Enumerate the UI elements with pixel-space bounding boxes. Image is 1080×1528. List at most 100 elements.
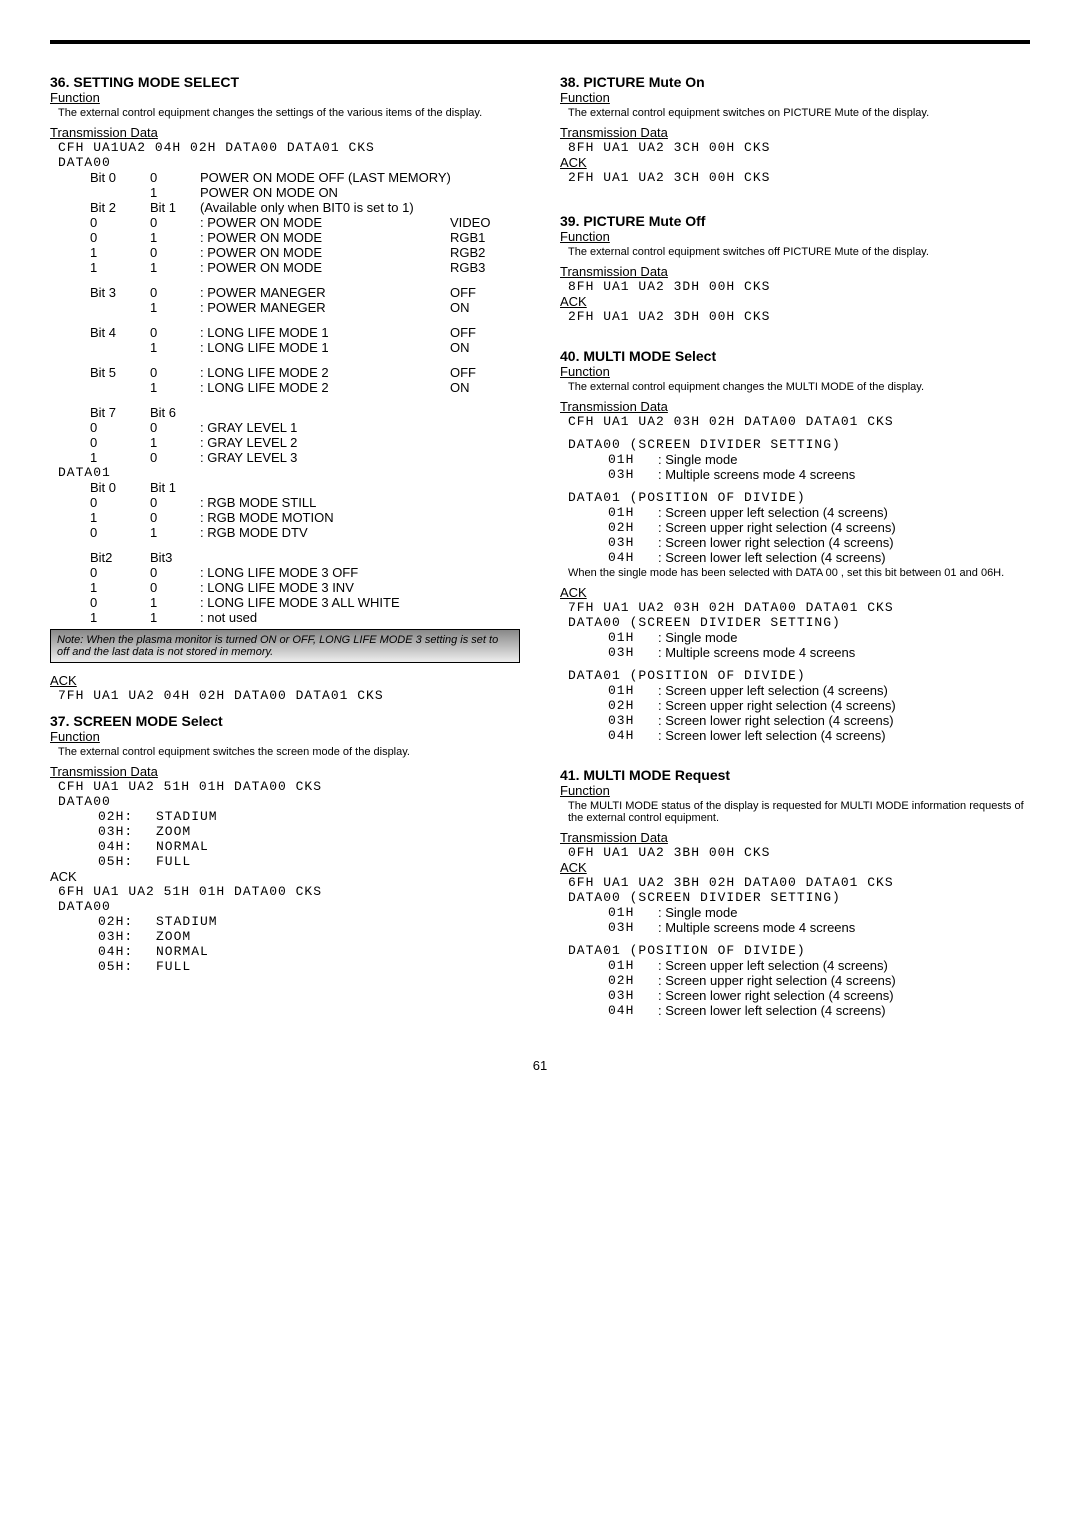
s40-desc: The external control equipment changes t… (568, 381, 1030, 393)
s37-desc: The external control equipment switches … (58, 746, 520, 758)
s41-txdata: Transmission Data (560, 830, 1030, 845)
table-row: 01: POWER ON MODERGB1 (90, 230, 520, 245)
list-item: 01H: Single mode (600, 630, 1030, 645)
list-item: 03H: Screen lower right selection (4 scr… (600, 713, 1030, 728)
list-item: 04H: Screen lower left selection (4 scre… (600, 728, 1030, 743)
table-row: Bit 40: LONG LIFE MODE 1OFF (90, 325, 520, 340)
s39-tx: 8FH UA1 UA2 3DH 00H CKS (568, 279, 1030, 294)
table-row: 01: RGB MODE DTV (90, 525, 520, 540)
table-row: Bit 30: POWER MANEGEROFF (90, 285, 520, 300)
s40-ack: ACK (560, 585, 1030, 600)
s38-func: Function (560, 90, 1030, 105)
s39-desc: The external control equipment switches … (568, 246, 1030, 258)
table-row: Bit 00POWER ON MODE OFF (LAST MEMORY) (90, 170, 520, 185)
s41-title: 41. MULTI MODE Request (560, 767, 1030, 783)
table-row: 10: RGB MODE MOTION (90, 510, 520, 525)
s38-txdata: Transmission Data (560, 125, 1030, 140)
s36-title: 36. SETTING MODE SELECT (50, 74, 520, 90)
table-row: 01: LONG LIFE MODE 3 ALL WHITE (90, 595, 520, 610)
s39-txdata: Transmission Data (560, 264, 1030, 279)
s38-ackline: 2FH UA1 UA2 3CH 00H CKS (568, 170, 1030, 185)
list-item: 03H: Screen lower right selection (4 scr… (600, 535, 1030, 550)
s38-title: 38. PICTURE Mute On (560, 74, 1030, 90)
table-row: 10: GRAY LEVEL 3 (90, 450, 520, 465)
s36-txdata: Transmission Data (50, 125, 520, 140)
s37-ackline: 6FH UA1 UA2 51H 01H DATA00 CKS (58, 884, 520, 899)
list-item: 05H:FULL (90, 854, 520, 869)
table-row: 11: POWER ON MODERGB3 (90, 260, 520, 275)
s40-txdata: Transmission Data (560, 399, 1030, 414)
list-item: 03H: Multiple screens mode 4 screens (600, 645, 1030, 660)
table-row: 1POWER ON MODE ON (90, 185, 520, 200)
s39-func: Function (560, 229, 1030, 244)
table-row: Bit 0Bit 1 (90, 480, 520, 495)
s36-ack: ACK (50, 673, 520, 688)
s37-tx: CFH UA1 UA2 51H 01H DATA00 CKS (58, 779, 520, 794)
s40-ad00h: DATA00 (SCREEN DIVIDER SETTING) (568, 615, 1030, 630)
s37-func: Function (50, 729, 520, 744)
table-row: 00: RGB MODE STILL (90, 495, 520, 510)
s40-func: Function (560, 364, 1030, 379)
table-row: Bit 50: LONG LIFE MODE 2OFF (90, 365, 520, 380)
table-row: Bit2Bit3 (90, 550, 520, 565)
table-row: 1: LONG LIFE MODE 2ON (90, 380, 520, 395)
list-item: 03H: Screen lower right selection (4 scr… (600, 988, 1030, 1003)
top-rule (50, 40, 1030, 44)
table-row: 00: LONG LIFE MODE 3 OFF (90, 565, 520, 580)
list-item: 01H: Single mode (600, 905, 1030, 920)
list-item: 04H: Screen lower left selection (4 scre… (600, 1003, 1030, 1018)
s38-desc: The external control equipment switches … (568, 107, 1030, 119)
list-item: 02H: Screen upper right selection (4 scr… (600, 698, 1030, 713)
s37-ack: ACK (50, 869, 520, 884)
list-item: 04H: Screen lower left selection (4 scre… (600, 550, 1030, 565)
s38-tx: 8FH UA1 UA2 3CH 00H CKS (568, 140, 1030, 155)
s41-func: Function (560, 783, 1030, 798)
s39-title: 39. PICTURE Mute Off (560, 213, 1030, 229)
s41-ad00h: DATA00 (SCREEN DIVIDER SETTING) (568, 890, 1030, 905)
list-item: 01H: Screen upper left selection (4 scre… (600, 958, 1030, 973)
s38-ack: ACK (560, 155, 1030, 170)
s39-ackline: 2FH UA1 UA2 3DH 00H CKS (568, 309, 1030, 324)
table-row: 1: LONG LIFE MODE 1ON (90, 340, 520, 355)
table-row: 10: POWER ON MODERGB2 (90, 245, 520, 260)
list-item: 03H: Multiple screens mode 4 screens (600, 467, 1030, 482)
list-item: 04H:NORMAL (90, 839, 520, 854)
s40-ackline: 7FH UA1 UA2 03H 02H DATA00 DATA01 CKS (568, 600, 1030, 615)
page-number: 61 (50, 1058, 1030, 1073)
list-item: 02H:STADIUM (90, 809, 520, 824)
s36-func: Function (50, 90, 520, 105)
s40-tx: CFH UA1 UA2 03H 02H DATA00 DATA01 CKS (568, 414, 1030, 429)
note-block: Note: When the plasma monitor is turned … (50, 629, 520, 663)
s40-note: When the single mode has been selected w… (568, 567, 1030, 579)
s41-tx: 0FH UA1 UA2 3BH 00H CKS (568, 845, 1030, 860)
list-item: 02H: Screen upper right selection (4 scr… (600, 520, 1030, 535)
s40-d00h: DATA00 (SCREEN DIVIDER SETTING) (568, 437, 1030, 452)
list-item: 03H:ZOOM (90, 824, 520, 839)
s41-ackline: 6FH UA1 UA2 3BH 02H DATA00 DATA01 CKS (568, 875, 1030, 890)
s36-desc: The external control equipment changes t… (58, 107, 520, 119)
table-row: Bit 7Bit 6 (90, 405, 520, 420)
list-item: 01H: Single mode (600, 452, 1030, 467)
left-col: 36. SETTING MODE SELECT Function The ext… (50, 64, 520, 1018)
s36-d00: DATA00 (58, 155, 520, 170)
table-row: 00: POWER ON MODEVIDEO (90, 215, 520, 230)
list-item: 01H: Screen upper left selection (4 scre… (600, 683, 1030, 698)
s37-txdata: Transmission Data (50, 764, 520, 779)
s36-ackline: 7FH UA1 UA2 04H 02H DATA00 DATA01 CKS (58, 688, 520, 703)
s37-title: 37. SCREEN MODE Select (50, 713, 520, 729)
s36-tx: CFH UA1UA2 04H 02H DATA00 DATA01 CKS (58, 140, 520, 155)
table-row: 01: GRAY LEVEL 2 (90, 435, 520, 450)
table-row: 11: not used (90, 610, 520, 625)
table-row: 00: GRAY LEVEL 1 (90, 420, 520, 435)
list-item: 02H:STADIUM (90, 914, 520, 929)
s41-ad01h: DATA01 (POSITION OF DIVIDE) (568, 943, 1030, 958)
s41-desc: The MULTI MODE status of the display is … (568, 800, 1030, 824)
s40-d01h: DATA01 (POSITION OF DIVIDE) (568, 490, 1030, 505)
s39-ack: ACK (560, 294, 1030, 309)
s41-ack: ACK (560, 860, 1030, 875)
s40-ad01h: DATA01 (POSITION OF DIVIDE) (568, 668, 1030, 683)
table-row: Bit 2Bit 1(Available only when BIT0 is s… (90, 200, 520, 215)
right-col: 38. PICTURE Mute On Function The externa… (560, 64, 1030, 1018)
list-item: 03H: Multiple screens mode 4 screens (600, 920, 1030, 935)
columns: 36. SETTING MODE SELECT Function The ext… (50, 64, 1030, 1018)
